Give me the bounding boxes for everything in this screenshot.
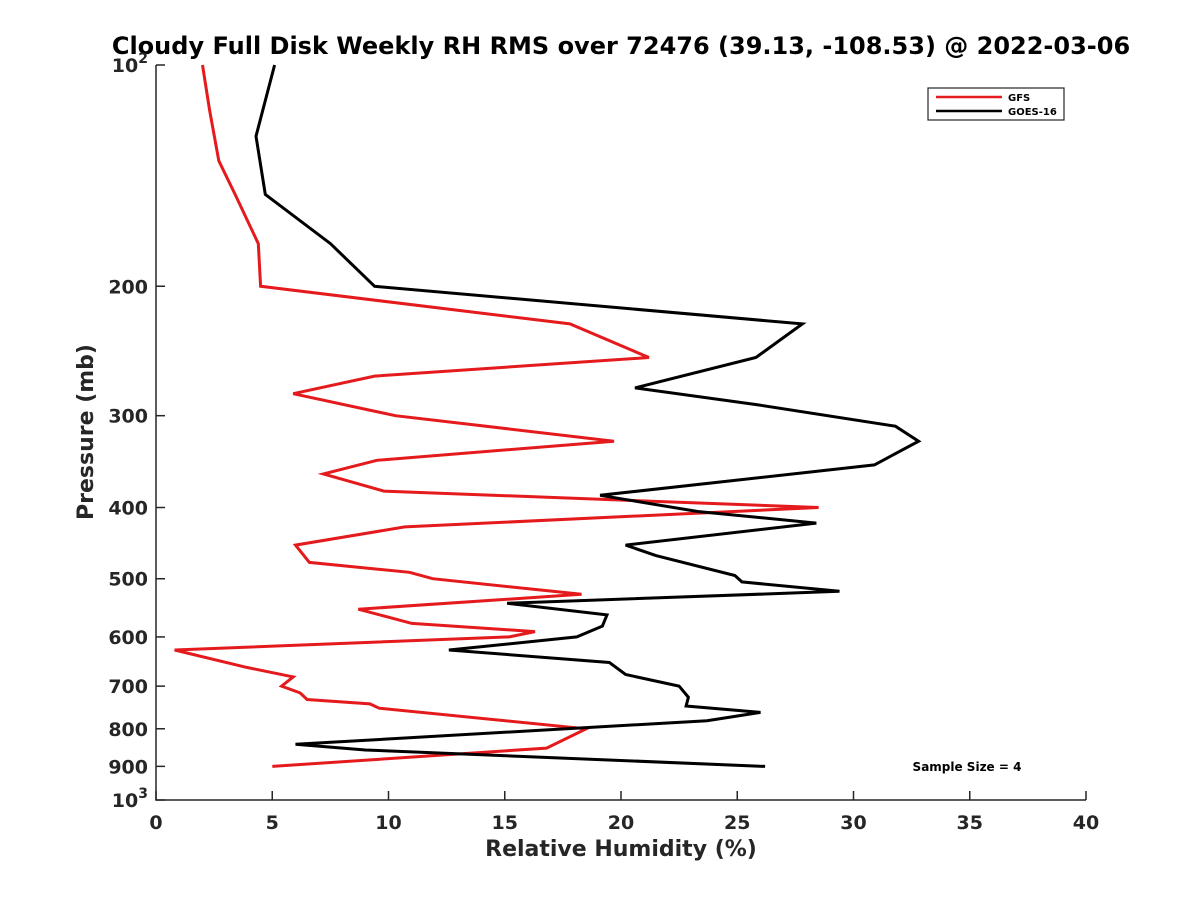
legend-label: GFS: [1008, 93, 1030, 104]
chart-title: Cloudy Full Disk Weekly RH RMS over 7247…: [112, 32, 1130, 60]
y-tick-label: 800: [108, 719, 148, 741]
y-tick-label: 300: [108, 406, 148, 428]
x-axis-label: Relative Humidity (%): [485, 837, 757, 862]
x-tick-label: 0: [149, 812, 162, 834]
x-tick-label: 20: [608, 812, 634, 834]
x-tick-label: 10: [375, 812, 401, 834]
legend-box: [927, 87, 1065, 121]
y-tick-label: 700: [108, 676, 148, 698]
y-tick-label: 200: [108, 276, 148, 298]
y-tick-label: 103: [112, 786, 148, 812]
y-axis-label: Pressure (mb): [74, 344, 99, 520]
x-tick-label: 15: [492, 812, 518, 834]
x-tick-label: 5: [266, 812, 279, 834]
y-tick-label: 400: [108, 498, 148, 520]
y-tick-label: 102: [112, 51, 148, 77]
x-tick-label: 40: [1073, 812, 1099, 834]
y-tick-label: 900: [108, 756, 148, 778]
series-line-goes-16: [254, 64, 922, 768]
y-tick-label: 500: [108, 569, 148, 591]
axis-ticks: 0 5 10 15 20 25 30 35 40 102 200 300 400 500 600 700 800…: [108, 51, 1099, 834]
x-tick-label: 25: [724, 812, 750, 834]
series-line-gfs: [174, 64, 819, 768]
x-tick-label: 30: [840, 812, 866, 834]
sample-size-annotation: Sample Size = 4: [913, 760, 1022, 774]
x-tick-label: 35: [957, 812, 983, 834]
y-tick-label: 600: [108, 627, 148, 649]
plot-lines: [174, 64, 922, 768]
legend-label: GOES-16: [1008, 107, 1057, 118]
legend: GFS GOES-16: [927, 87, 1065, 121]
